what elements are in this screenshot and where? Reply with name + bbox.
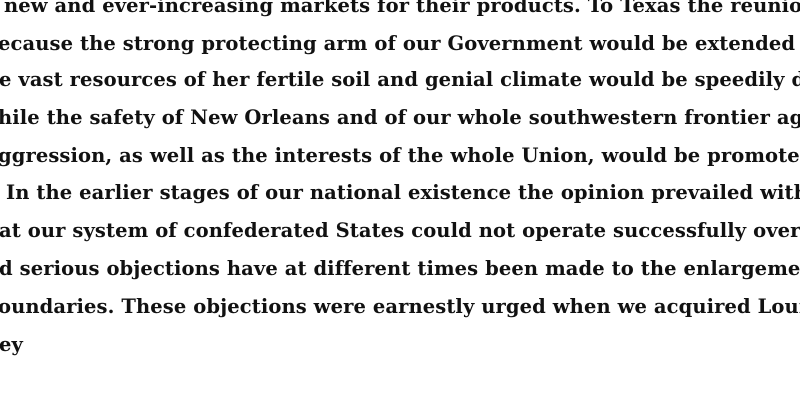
text-line-10: ey (0, 333, 23, 356)
text-line-3: e vast resources of her fertile soil and… (0, 68, 800, 91)
text-line-4: hile the safety of New Orleans and of ou… (0, 106, 800, 129)
text-line-8: d serious objections have at different t… (0, 257, 800, 280)
text-line-1: new and ever-increasing markets for thei… (4, 0, 800, 17)
text-line-6: In the earlier stages of our national ex… (6, 181, 800, 204)
text-line-2: ecause the strong protecting arm of our … (0, 32, 800, 55)
text-line-7: at our system of confederated States cou… (0, 219, 800, 242)
text-line-5: ggression, as well as the interests of t… (0, 144, 800, 167)
text-line-9: oundaries. These objections were earnest… (0, 295, 800, 318)
